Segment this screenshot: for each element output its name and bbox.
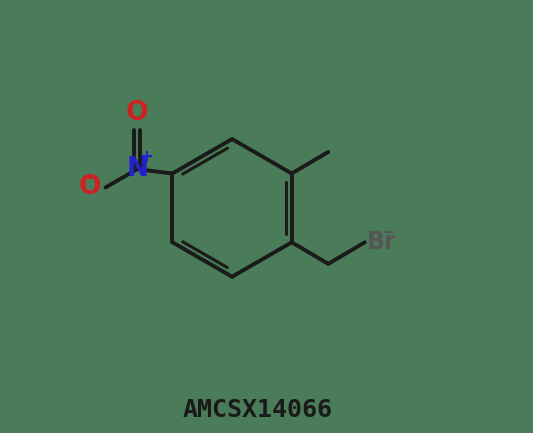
Text: AMCSX14066: AMCSX14066 [183, 398, 333, 422]
Text: N: N [126, 156, 148, 182]
Text: O: O [126, 100, 149, 126]
Text: −: − [80, 168, 94, 186]
Text: +: + [140, 148, 154, 166]
Text: −: − [381, 225, 394, 240]
Text: O: O [79, 174, 101, 200]
Text: Br: Br [367, 230, 397, 254]
